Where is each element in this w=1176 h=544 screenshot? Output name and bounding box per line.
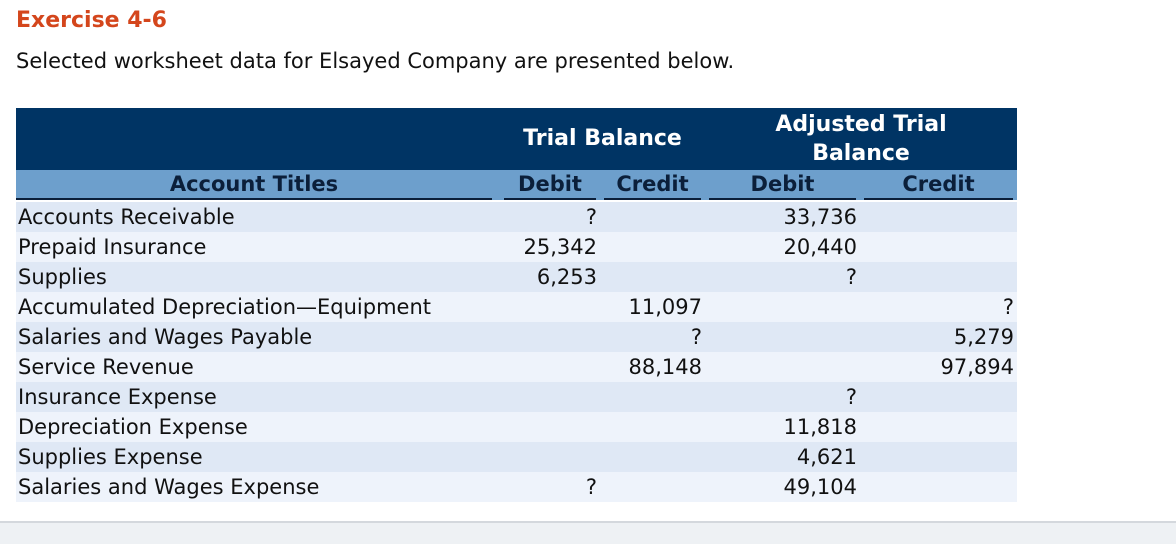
account-title: Depreciation Expense [18,415,248,439]
column-header: Credit [604,170,701,200]
account-title: Insurance Expense [18,385,217,409]
amount: ? [845,265,857,289]
row-band [16,262,1017,292]
column-header: Account Titles [16,170,492,200]
amount: 97,894 [940,355,1014,379]
amount: ? [690,325,702,349]
account-title: Accumulated Depreciation—Equipment [18,295,432,319]
row-band [16,322,1017,352]
subheader-band [16,170,1017,200]
account-title: Salaries and Wages Payable [18,325,313,349]
column-header: Debit [504,170,596,200]
row-band [16,472,1017,502]
row-band [16,382,1017,412]
amount: 6,253 [536,265,597,289]
amount: ? [845,385,857,409]
account-title: Prepaid Insurance [18,235,207,259]
amount: 25,342 [523,235,597,259]
bottom-bar [0,521,1176,544]
row-band [16,292,1017,322]
header-band [16,108,1017,170]
title: Exercise 4-6 [16,8,167,33]
amount: 88,148 [628,355,702,379]
amount: ? [585,205,597,229]
account-title: Supplies [18,265,107,289]
subtitle: Selected worksheet data for Elsayed Comp… [16,49,735,73]
amount: 5,279 [953,325,1014,349]
amount: 11,097 [628,295,702,319]
amount: 20,440 [783,235,857,259]
account-title: Salaries and Wages Expense [18,475,320,499]
amount: 11,818 [783,415,857,439]
row-band [16,412,1017,442]
amount: ? [585,475,597,499]
amount: ? [1002,295,1014,319]
account-title: Accounts Receivable [18,205,235,229]
amount: 49,104 [783,475,857,499]
worksheet-table: Trial Balance Adjusted Trial Balance Accou… [16,108,1017,502]
account-title: Supplies Expense [18,445,203,469]
column-header: Credit [864,170,1013,200]
group-header: Adjusted Trial Balance [775,112,947,166]
row-band [16,352,1017,382]
column-header: Debit [709,170,856,200]
row-band [16,202,1017,232]
row-band [16,442,1017,472]
amount: 33,736 [783,205,857,229]
group-header: Trial Balance [523,126,682,151]
account-title: Service Revenue [18,355,194,379]
row-band [16,232,1017,262]
amount: 4,621 [796,445,857,469]
